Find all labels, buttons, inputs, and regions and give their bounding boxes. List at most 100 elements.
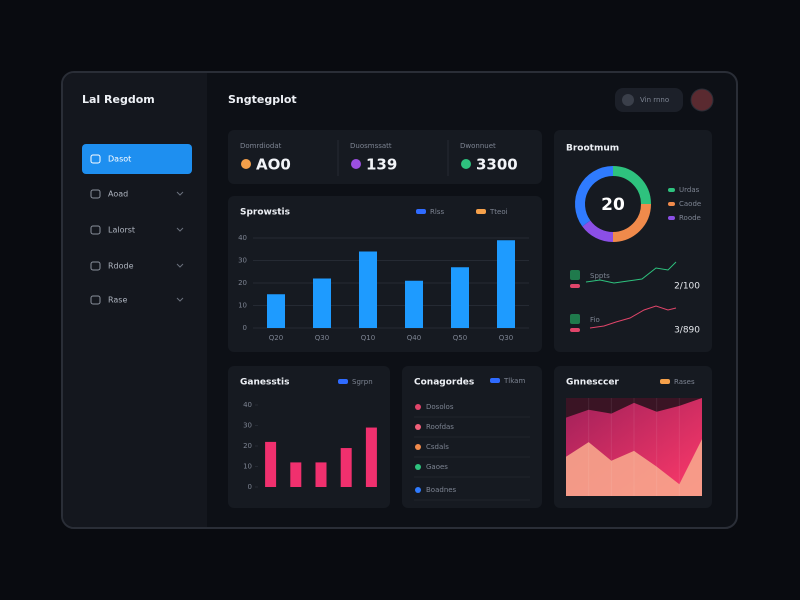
donut-card [554, 130, 712, 352]
sparkline [585, 261, 677, 284]
chevron [176, 297, 184, 302]
user-icon [622, 94, 634, 106]
x-tick-label: Q30 [315, 334, 329, 342]
donut-segment [612, 203, 651, 242]
nav-active[interactable] [82, 144, 192, 174]
legend-swatch [668, 202, 675, 206]
bar [267, 294, 285, 328]
legend-label: Rases [674, 378, 695, 386]
legend-swatch [668, 188, 675, 192]
nav-icon [90, 261, 101, 271]
bar [405, 280, 423, 328]
y-tick-label: 10 [243, 463, 252, 471]
y-tick-label: 30 [243, 422, 252, 430]
donut-segment [582, 220, 614, 242]
kpi-label: Dwonnuet [460, 142, 496, 150]
bar [365, 427, 377, 487]
sidebar [63, 73, 207, 527]
list-label[interactable]: Boadnes [426, 486, 457, 494]
bar [497, 240, 515, 328]
list-dot [415, 444, 421, 450]
legend-label: Rlss [430, 208, 444, 216]
y-tick-label: 20 [243, 442, 252, 450]
bar [451, 267, 469, 328]
legend-label: Sgrpn [352, 378, 373, 386]
legend-swatch [476, 209, 486, 214]
bar [265, 441, 277, 487]
bar [313, 278, 331, 328]
y-tick-label: 10 [238, 302, 247, 310]
list-label[interactable]: Gaoes [426, 463, 448, 471]
list-dot [415, 424, 421, 430]
chevron [176, 191, 184, 196]
nav-label[interactable]: Lalorst [108, 226, 135, 235]
card-title: Sprowstis [240, 208, 290, 218]
legend-swatch [490, 378, 500, 383]
stat-value: 3/890 [674, 326, 700, 336]
legend-label: Tlkam [503, 377, 525, 385]
kpi-value: AO0 [256, 156, 291, 174]
kpi-dot [461, 159, 471, 169]
stat-icon [570, 270, 580, 280]
kpi-card [228, 130, 542, 184]
chevron [176, 263, 184, 268]
legend-label: Urdas [679, 186, 700, 194]
nav-icon [90, 154, 101, 164]
area [566, 439, 702, 496]
list-label[interactable]: Roofdas [426, 423, 454, 431]
legend-label: Tteoi [489, 208, 508, 216]
list-label[interactable]: Dosolos [426, 403, 454, 411]
legend-label: Roode [679, 214, 701, 222]
card-title: Brootmum [566, 144, 619, 154]
donut-segment [575, 166, 614, 227]
nav-label[interactable]: Rdode [108, 262, 134, 271]
bar [290, 462, 302, 487]
y-tick-label: 40 [243, 401, 252, 409]
y-tick-label: 30 [238, 257, 247, 265]
y-tick-label: 0 [243, 324, 247, 332]
avatar[interactable] [690, 88, 714, 112]
legend-swatch [660, 379, 670, 384]
stat-label: Fio [590, 316, 600, 324]
donut-center: 20 [601, 195, 625, 215]
kpi-dot [241, 159, 251, 169]
sparkline [589, 305, 677, 329]
x-tick-label: Q30 [499, 334, 513, 342]
list-dot [415, 487, 421, 493]
nav-label[interactable]: Dasot [108, 155, 131, 164]
kpi-value: 3300 [476, 156, 518, 174]
kpi-dot [351, 159, 361, 169]
user-name: Vin rnno [640, 96, 669, 104]
donut-segment [612, 166, 651, 205]
chevron [176, 227, 184, 232]
nav-label[interactable]: Rase [108, 296, 127, 305]
stat-chip [570, 328, 580, 332]
legend-swatch [338, 379, 348, 384]
y-tick-label: 40 [238, 234, 247, 242]
bar [315, 462, 327, 487]
legend-swatch [416, 209, 426, 214]
bar [359, 251, 377, 328]
legend-label: Caode [679, 200, 701, 208]
card-title: Ganesstis [240, 378, 289, 388]
x-tick-label: Q20 [269, 334, 283, 342]
stat-icon [570, 314, 580, 324]
stat-chip [570, 284, 580, 288]
kpi-label: Duosmssatt [350, 142, 392, 150]
list-dot [415, 464, 421, 470]
list-label[interactable]: Csdals [426, 443, 449, 451]
bar [340, 448, 352, 487]
page-title: Sngtegplot [228, 93, 297, 106]
nav-label[interactable]: Aoad [108, 190, 128, 199]
brand: Lal Regdom [82, 93, 155, 106]
legend-swatch [668, 216, 675, 220]
stat-value: 2/100 [674, 282, 700, 292]
bar-card [228, 196, 542, 352]
user-pill[interactable] [615, 88, 683, 112]
nav-icon [90, 189, 101, 199]
x-tick-label: Q10 [361, 334, 375, 342]
nav-icon [90, 295, 101, 305]
kpi-value: 139 [366, 156, 397, 174]
